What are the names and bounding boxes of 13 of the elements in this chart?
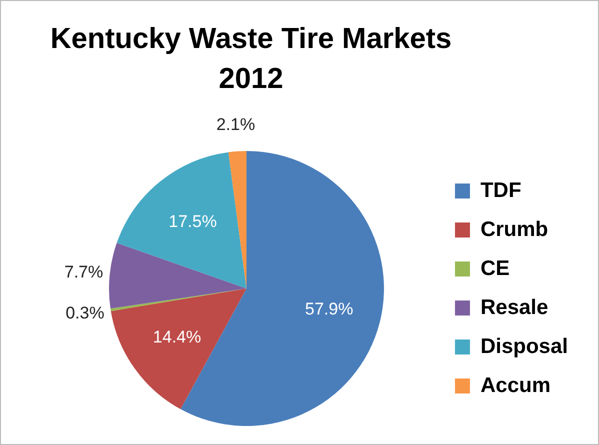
data-label: 0.3% [66, 304, 104, 323]
legend-label: CE [480, 256, 510, 280]
data-label: 17.5% [168, 212, 217, 232]
legend-label: Resale [480, 296, 548, 319]
legend-label: Disposal [480, 334, 568, 358]
legend-label: Accum [480, 374, 551, 397]
data-label: 7.7% [64, 262, 104, 282]
legend-label: TDF [480, 178, 522, 202]
chart-title: Kentucky Waste Tire Markets 2012 [49, 22, 453, 97]
legend-label: Crumb [480, 218, 548, 241]
data-label: 14.4% [152, 328, 202, 347]
data-label: 2.1% [216, 115, 256, 134]
data-label: 57.9% [304, 299, 354, 318]
